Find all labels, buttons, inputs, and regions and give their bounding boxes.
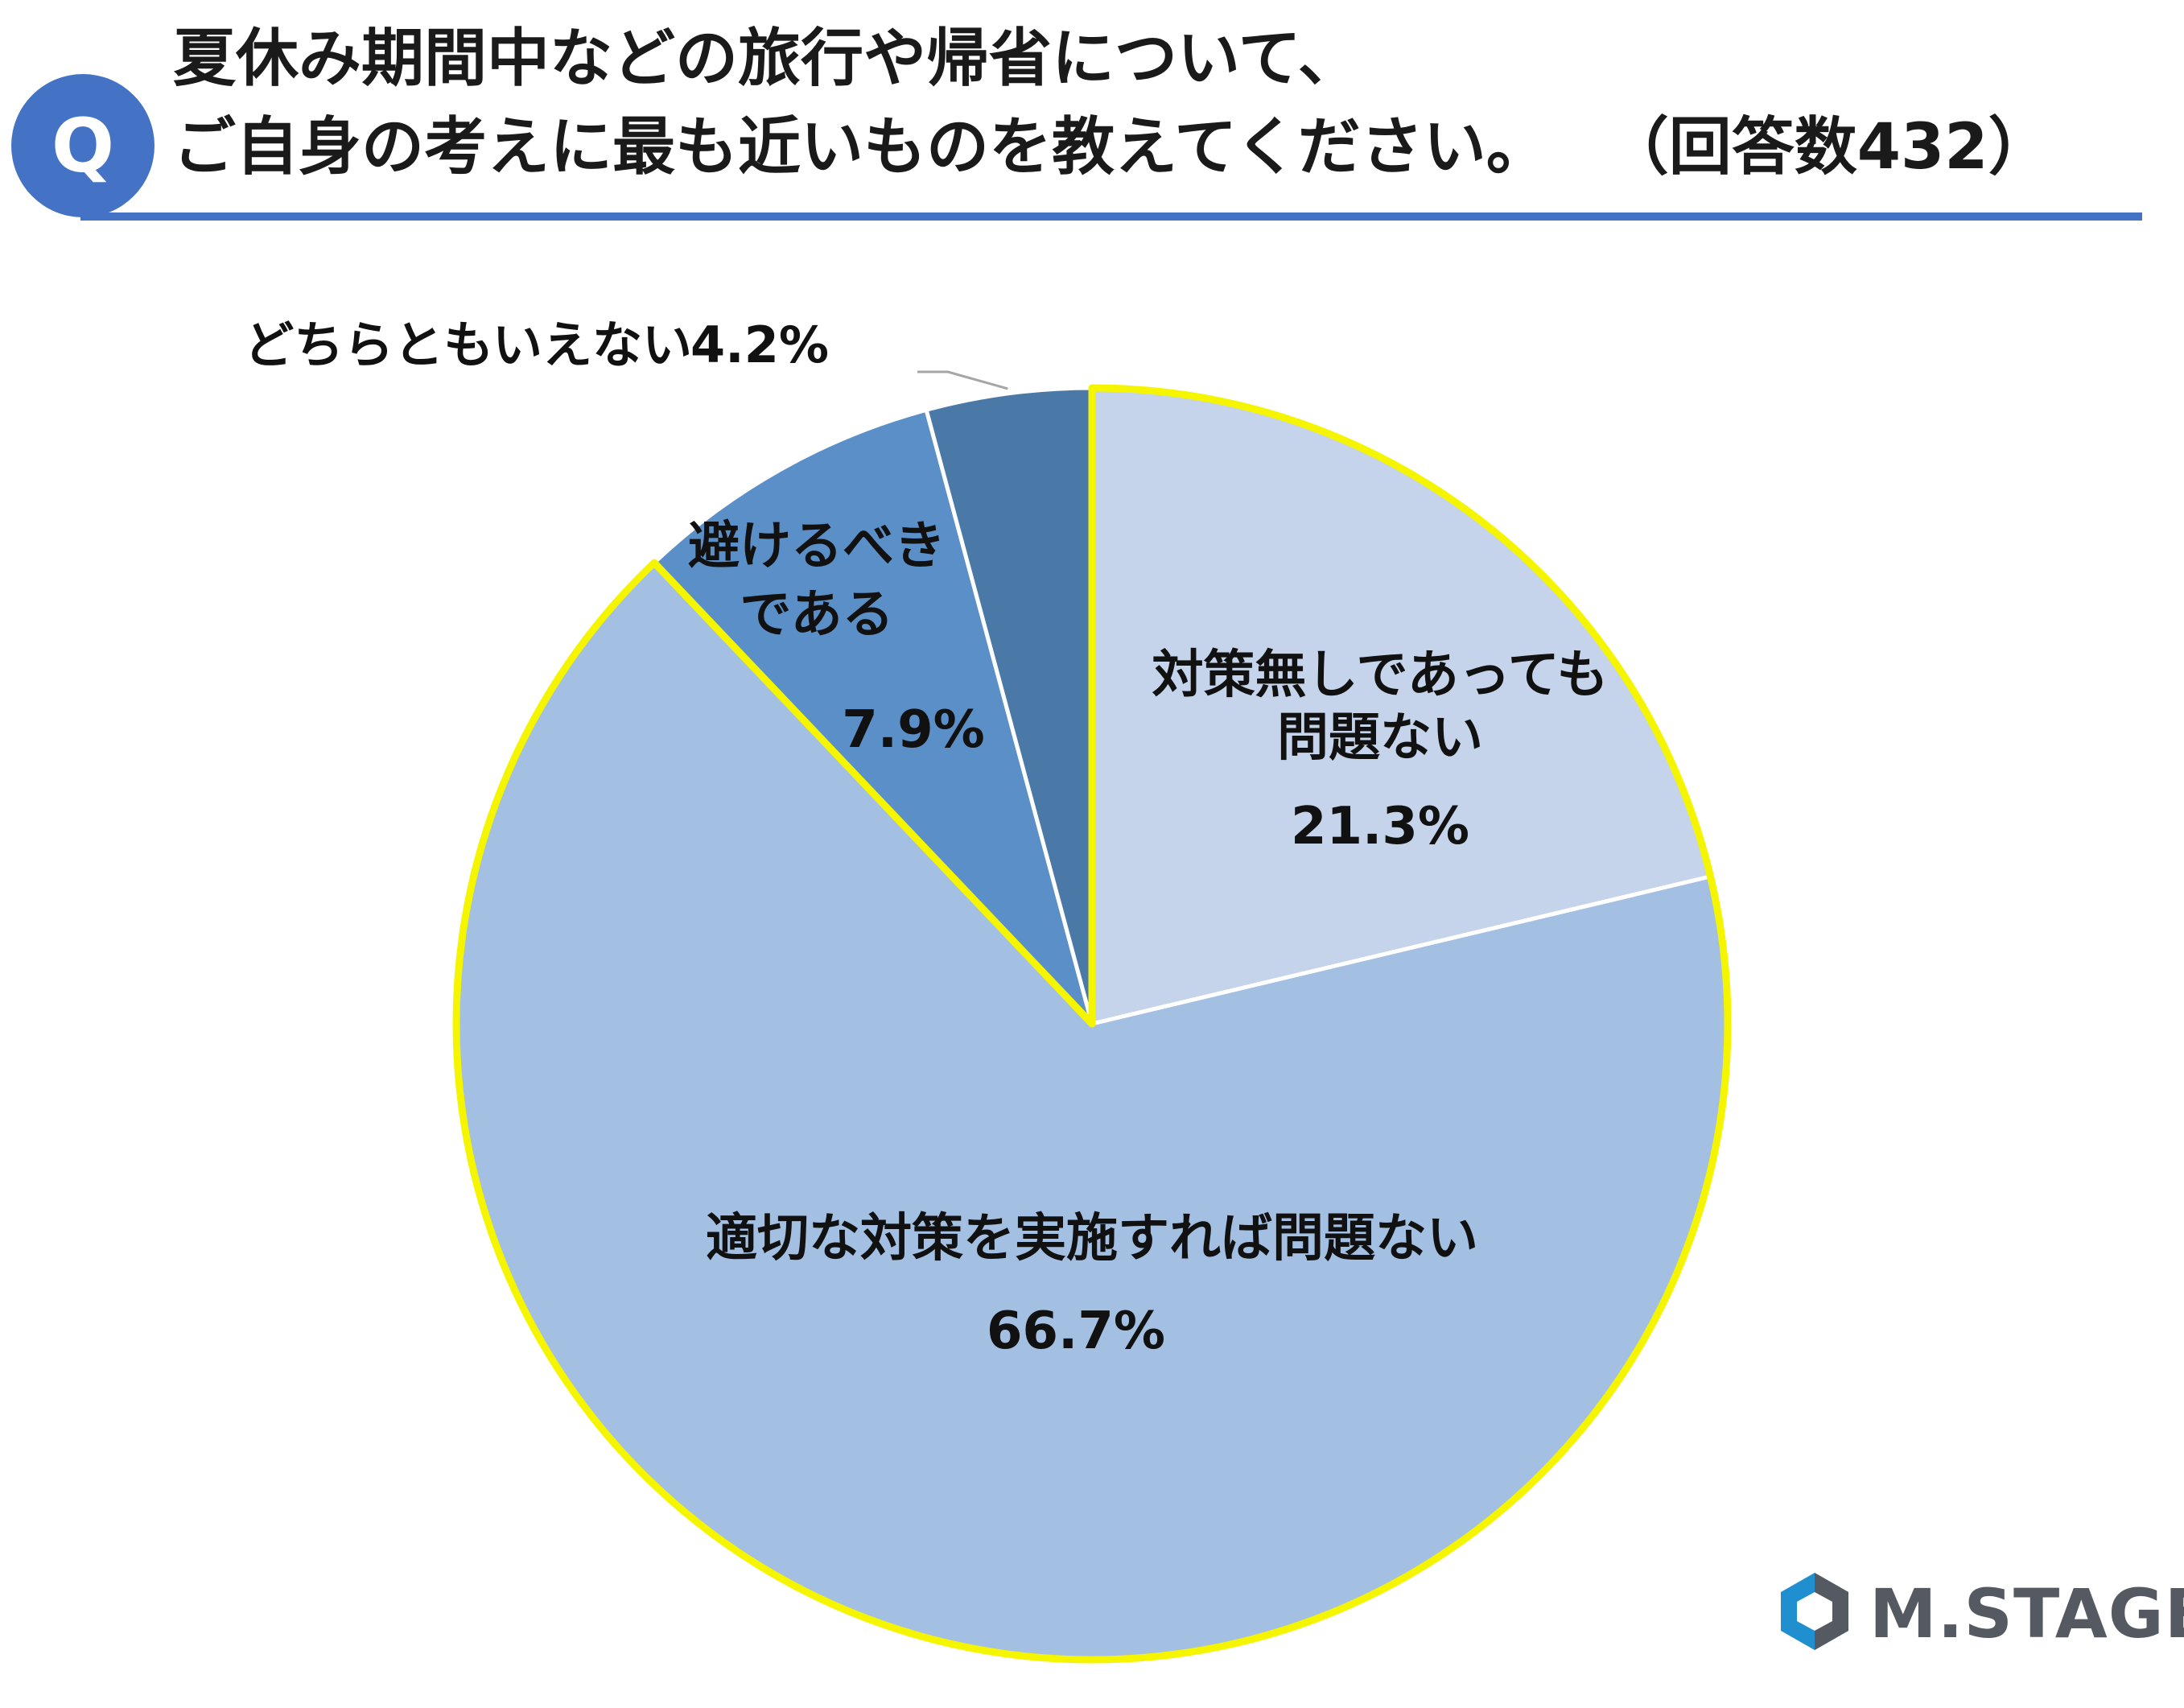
leader-line-undecided <box>917 370 1008 390</box>
question-title-line1: 夏休み期間中などの旅行や帰省について、 <box>173 23 1361 95</box>
mstage-logo-icon <box>1781 1573 1848 1650</box>
label-no-measures-ok-value: 21.3% <box>1291 797 1469 856</box>
label-should-avoid-value: 7.9% <box>842 700 985 760</box>
highlight-outline <box>452 384 1732 1664</box>
label-undecided-line1: どちらともいえない <box>244 316 692 374</box>
label-proper-measures-ok-line1: 適切な対策を実施すれば問題ない <box>706 1209 1478 1269</box>
header-underline <box>80 212 2142 221</box>
question-title: 夏休み期間中などの旅行や帰省について、 ご自身の考えに最も近いものを教えてくださ… <box>173 14 2153 192</box>
mstage-logo: M.STAGE <box>1774 1570 2184 1658</box>
question-title-line2: ご自身の考えに最も近いものを教えてください。 <box>173 111 1549 184</box>
header: Q 夏休み期間中などの旅行や帰省について、 ご自身の考えに最も近いものを教えてく… <box>0 0 2184 233</box>
label-should-avoid-line2: である <box>740 585 893 645</box>
mstage-logo-text: M.STAGE <box>1869 1574 2184 1653</box>
label-undecided-value: 4.2% <box>690 316 829 374</box>
q-badge-label: Q <box>51 102 115 189</box>
q-badge: Q <box>11 74 155 217</box>
respondent-count: （回答数432） <box>1637 111 2051 184</box>
pie-slices <box>452 384 1732 1664</box>
slice-should-avoid <box>651 407 1094 1025</box>
label-no-measures-ok-line2: 問題ない <box>1277 708 1483 768</box>
label-no-measures-ok-line1: 対策無しであっても <box>1152 646 1608 705</box>
label-proper-measures-ok-value: 66.7% <box>987 1302 1165 1361</box>
label-should-avoid-line1: 避けるべき <box>688 517 946 576</box>
